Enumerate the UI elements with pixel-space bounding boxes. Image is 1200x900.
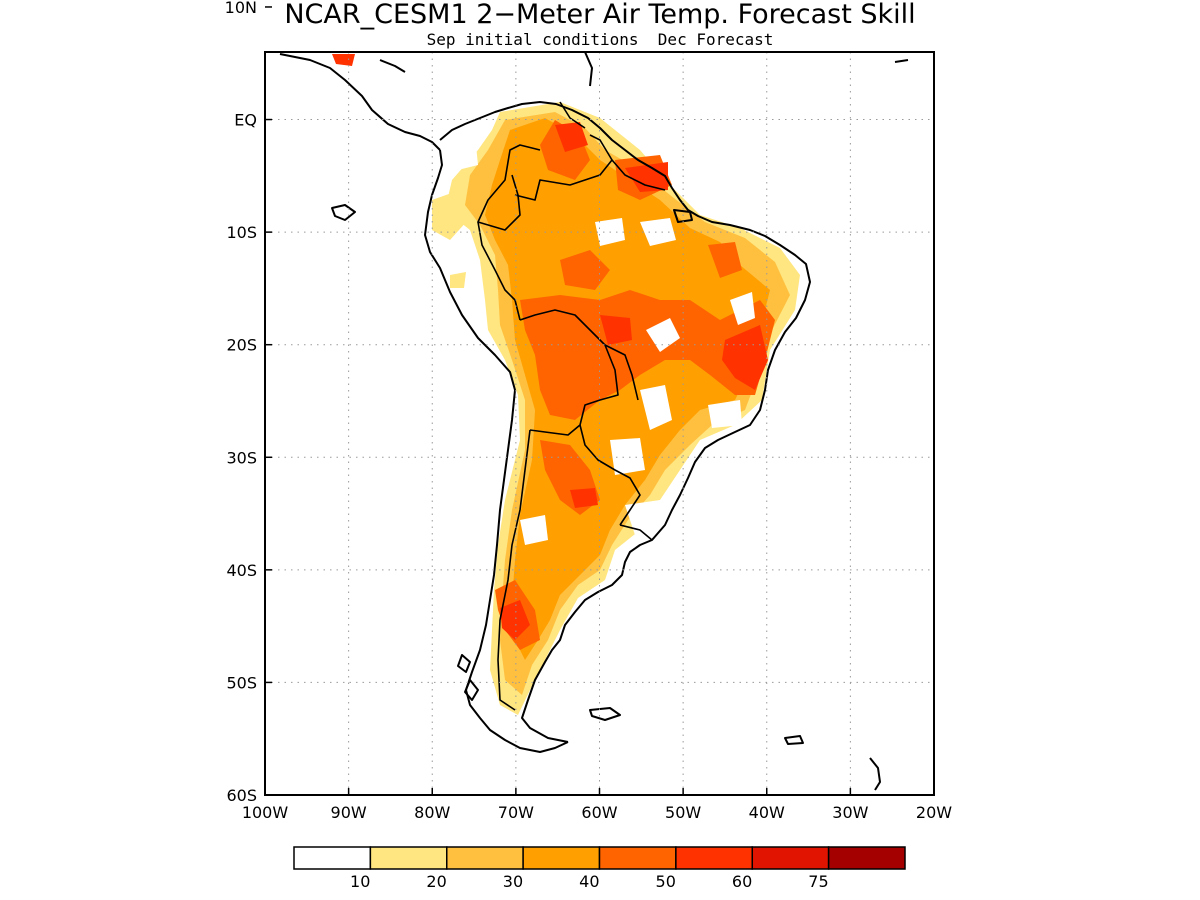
lat-tick-label: 10N	[225, 0, 257, 17]
lon-tick-label: 30W	[832, 803, 868, 822]
colorbar-bin	[446, 846, 524, 870]
colorbar-bin	[675, 846, 753, 870]
colorbar-bin	[369, 846, 448, 870]
lat-tick-label: 20S	[226, 336, 257, 355]
plot-area	[265, 52, 934, 795]
lon-tick-label: 100W	[242, 803, 289, 822]
latitude-axis: 10N EQ 10S 20S 30S 40S 50S 60S	[225, 0, 272, 805]
graticule-grid	[265, 52, 934, 795]
colorbar-label: 30	[503, 872, 523, 891]
lat-tick-label: 50S	[226, 673, 257, 692]
longitude-axis: 100W 90W 80W 70W 60W 50W 40W 30W 20W	[242, 788, 952, 822]
map-subtitle: Sep initial conditions Dec Forecast	[427, 30, 774, 49]
map-title: NCAR_CESM1 2−Meter Air Temp. Forecast Sk…	[284, 0, 915, 30]
colorbar-bin	[751, 846, 830, 870]
lat-tick-label: 40S	[226, 561, 257, 580]
lon-tick-label: 70W	[498, 803, 534, 822]
colorbar-bin	[522, 846, 601, 870]
colorbar-bin	[827, 846, 906, 870]
skill-shading	[332, 54, 800, 715]
colorbar-label: 60	[732, 872, 752, 891]
lat-tick-label: 30S	[226, 448, 257, 467]
lon-tick-label: 80W	[414, 803, 450, 822]
lat-tick-label: 10S	[226, 223, 257, 242]
colorbar-bin	[598, 846, 677, 870]
lon-tick-label: 90W	[331, 803, 367, 822]
colorbar-label: 10	[350, 872, 370, 891]
lon-tick-label: 20W	[916, 803, 952, 822]
colorbar-label: 40	[579, 872, 599, 891]
lat-tick-label: EQ	[234, 111, 257, 130]
colorbar-label: 75	[808, 872, 828, 891]
lon-tick-label: 40W	[749, 803, 785, 822]
lon-tick-label: 60W	[581, 803, 617, 822]
colorbar-bin	[293, 846, 372, 870]
coastline-outline	[279, 52, 909, 791]
lon-tick-label: 50W	[665, 803, 701, 822]
country-borders	[477, 101, 666, 711]
skill-colorbar: 10 20 30 40 50 60 75	[293, 846, 906, 891]
colorbar-label: 20	[426, 872, 446, 891]
lat-tick-label: 60S	[226, 786, 257, 805]
colorbar-label: 50	[656, 872, 676, 891]
